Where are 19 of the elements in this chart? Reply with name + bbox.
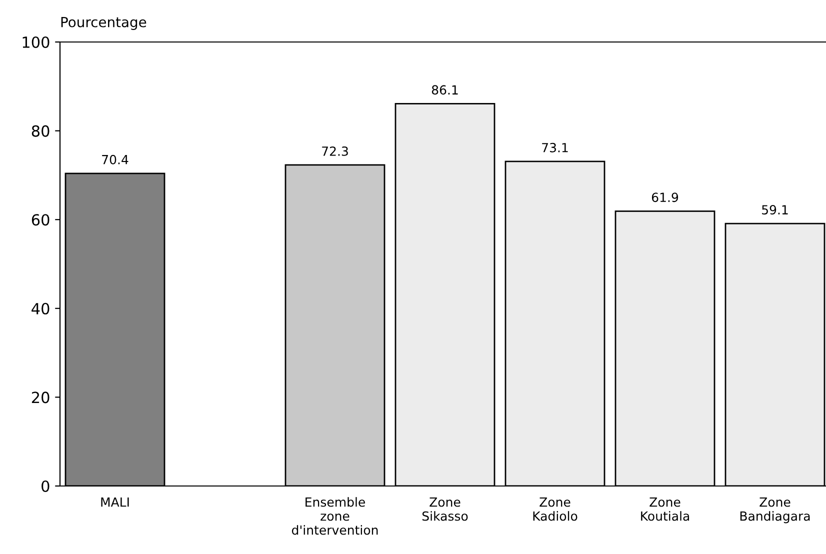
- x-tick-label: Zone Bandiagara: [740, 497, 810, 524]
- data-label: 70.4: [102, 154, 128, 164]
- data-label: 72.3: [322, 146, 348, 156]
- y-tick-label: 100: [22, 36, 50, 48]
- x-tick-label: Zone Sikasso: [422, 497, 468, 521]
- y-tick-label: 80: [32, 125, 50, 137]
- y-tick-label: 60: [32, 214, 50, 226]
- x-tick-label: MALI: [101, 497, 129, 507]
- y-tick-label: 20: [32, 392, 50, 404]
- data-label: 61.9: [652, 192, 678, 202]
- data-label: 73.1: [542, 142, 568, 152]
- data-label: 86.1: [432, 85, 458, 95]
- x-tick-label: Zone Koutiala: [641, 497, 690, 521]
- y-tick-label: 0: [42, 480, 50, 492]
- x-tick-label: Zone Kadiolo: [533, 497, 578, 521]
- y-tick-label: 40: [32, 302, 50, 314]
- x-tick-label: Ensemble zone d'intervention: [292, 497, 378, 535]
- data-label: 59.1: [762, 205, 788, 215]
- y-axis-title: Pourcentage: [61, 16, 146, 30]
